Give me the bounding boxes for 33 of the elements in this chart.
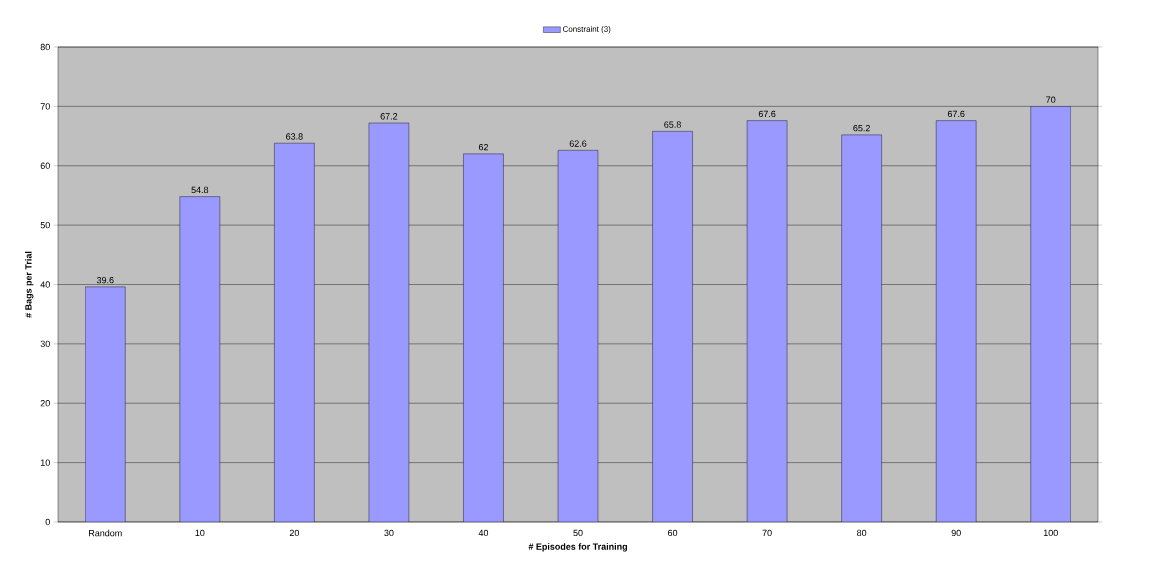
data-label: 67.6 <box>947 110 965 118</box>
x-axis-title: # Episodes for Training <box>528 543 627 552</box>
x-tick-label: 20 <box>289 529 300 537</box>
data-label: 62.6 <box>569 140 587 147</box>
data-label: 63.8 <box>286 133 303 140</box>
y-tick-label: 10 <box>40 459 50 466</box>
x-tick-label: 90 <box>951 529 961 537</box>
y-tick-label: 50 <box>40 221 50 229</box>
data-label: 54.8 <box>191 186 209 194</box>
x-tick-label: 30 <box>384 529 394 537</box>
x-tick-label: 100 <box>1043 529 1058 537</box>
x-tick-label: 60 <box>668 529 678 537</box>
y-tick-label: 40 <box>40 281 50 288</box>
data-label: 62 <box>478 143 488 151</box>
data-label: 39.6 <box>96 276 114 284</box>
x-tick-label: Random <box>89 529 122 537</box>
data-label: 70 <box>1046 96 1056 103</box>
x-tick-label: 50 <box>573 529 583 537</box>
y-tick-label: 60 <box>40 162 50 169</box>
data-label: 67.6 <box>758 110 776 118</box>
data-label: 65.8 <box>664 121 681 128</box>
y-axis-title: # Bags per Trial <box>25 251 34 318</box>
y-tick-label: 70 <box>40 103 50 110</box>
data-label: 67.2 <box>380 113 398 120</box>
y-tick-label: 0 <box>45 518 50 526</box>
y-tick-label: 80 <box>40 43 50 51</box>
x-tick-label: 80 <box>857 529 867 537</box>
x-tick-label: 10 <box>195 529 205 537</box>
x-tick-label: 40 <box>478 529 489 537</box>
y-tick-label: 30 <box>40 340 50 348</box>
x-tick-label: 70 <box>762 529 772 537</box>
y-tick-label: 20 <box>40 400 50 407</box>
data-label: 65.2 <box>853 125 870 132</box>
